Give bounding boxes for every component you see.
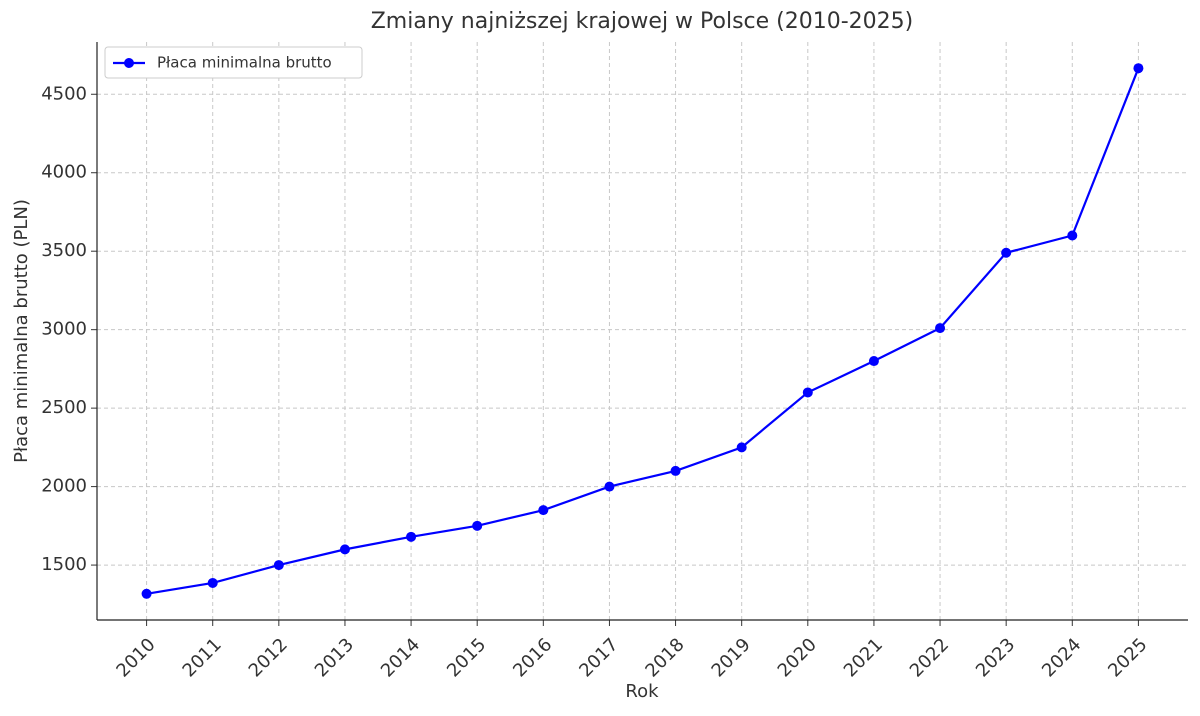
data-point [472, 520, 483, 531]
data-point [670, 465, 681, 476]
x-tick-label: 2012 [245, 634, 292, 681]
data-point [538, 505, 549, 516]
legend-label: Płaca minimalna brutto [157, 54, 332, 72]
x-tick-label: 2014 [377, 634, 424, 681]
data-point [273, 560, 284, 571]
data-point [141, 588, 152, 599]
data-point [1001, 247, 1012, 258]
data-point [868, 356, 879, 367]
data-point [406, 531, 417, 542]
data-point [802, 387, 813, 398]
x-tick-label: 2023 [972, 634, 1019, 681]
y-axis-label: Płaca minimalna brutto (PLN) [11, 199, 32, 463]
data-point [339, 544, 350, 555]
x-tick-label: 2015 [443, 634, 490, 681]
data-point [1067, 230, 1078, 241]
y-tick-label: 4000 [41, 162, 87, 183]
data-point [604, 481, 615, 492]
legend: Płaca minimalna brutto [104, 46, 363, 79]
legend-box [104, 46, 363, 79]
y-tick-label: 2500 [41, 397, 87, 418]
x-tick-label: 2021 [840, 634, 887, 681]
x-tick-label: 2010 [112, 634, 159, 681]
y-tick-label: 3000 [41, 319, 87, 340]
x-tick-label: 2022 [906, 634, 953, 681]
x-tick-label: 2018 [641, 634, 688, 681]
x-tick-label: 2013 [311, 634, 358, 681]
x-tick-label: 2011 [179, 634, 226, 681]
data-point [736, 442, 747, 453]
y-tick-label: 2000 [41, 476, 87, 497]
x-tick-label: 2024 [1038, 634, 1085, 681]
x-tick-label: 2025 [1104, 634, 1151, 681]
x-tick-label: 2020 [774, 634, 821, 681]
legend-marker [124, 58, 134, 68]
x-axis-label: Rok [625, 681, 659, 702]
x-tick-label: 2019 [708, 634, 755, 681]
data-point [207, 577, 218, 588]
chart-title: Zmiany najniższej krajowej w Polsce (201… [371, 9, 914, 34]
y-tick-label: 1500 [41, 554, 87, 575]
y-tick-label: 3500 [41, 240, 87, 261]
x-tick-label: 2016 [509, 634, 556, 681]
data-point [935, 323, 946, 334]
data-point [1133, 63, 1144, 74]
data-line [146, 67, 1140, 595]
x-tick-label: 2017 [575, 634, 622, 681]
y-tick-label: 4500 [41, 83, 87, 104]
